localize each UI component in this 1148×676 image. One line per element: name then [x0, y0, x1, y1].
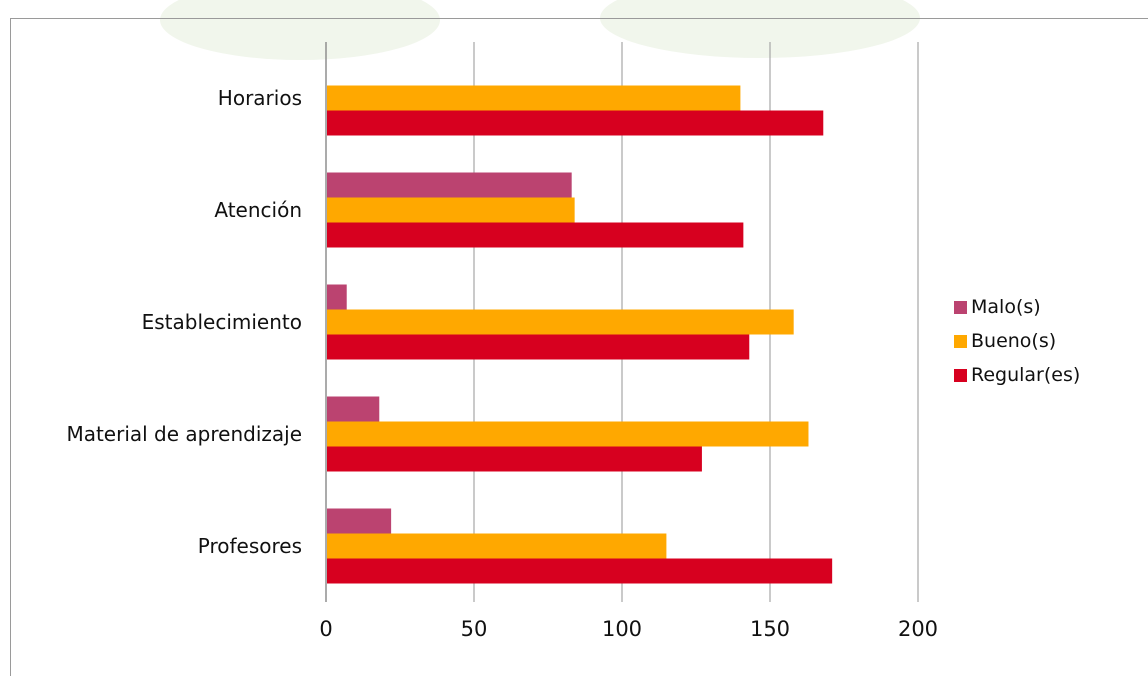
bar-establecimiento-malos: [327, 284, 347, 310]
legend-swatch-malo: [954, 300, 967, 314]
legend-item-regular: Regular(es): [954, 358, 1080, 392]
category-label: Profesores: [198, 534, 302, 558]
legend-swatch-bueno: [954, 334, 967, 348]
category-labels: Horarios Atención Establecimiento Material …: [66, 86, 302, 558]
bar-establecimiento-regulares: [327, 334, 750, 360]
category-label: Horarios: [218, 86, 302, 110]
bar-profesores-malos: [327, 508, 392, 534]
chart-area-frame: [10, 18, 1148, 676]
legend-label-regular: Regular(es): [971, 364, 1081, 386]
bar-horarios-buenos: [327, 85, 741, 111]
bar-establecimiento-buenos: [327, 309, 794, 335]
bar-material-de-aprendizaje-malos: [327, 396, 380, 422]
x-tick-label: 100: [602, 617, 642, 641]
bar-material-de-aprendizaje-buenos: [327, 421, 809, 447]
bar-atención-malos: [327, 172, 572, 198]
legend-swatch-regular: [954, 368, 967, 382]
bar-atención-regulares: [327, 222, 744, 248]
bar-profesores-buenos: [327, 533, 667, 559]
category-label: Atención: [214, 198, 302, 222]
x-tick-labels: 0 50 100 150 200: [319, 617, 938, 641]
category-label: Material de aprendizaje: [66, 422, 302, 446]
bar-material-de-aprendizaje-regulares: [327, 446, 702, 472]
legend: Malo(s) Bueno(s) Regular(es): [954, 290, 1080, 392]
x-tick-label: 0: [319, 617, 332, 641]
legend-label-bueno: Bueno(s): [971, 330, 1057, 352]
x-tick-label: 200: [898, 617, 938, 641]
bars: [327, 85, 833, 584]
bar-horarios-regulares: [327, 110, 824, 136]
legend-item-bueno: Bueno(s): [954, 324, 1080, 358]
bar-profesores-regulares: [327, 558, 833, 584]
x-tick-label: 150: [750, 617, 790, 641]
legend-label-malo: Malo(s): [971, 296, 1041, 318]
x-tick-label: 50: [461, 617, 488, 641]
legend-item-malo: Malo(s): [954, 290, 1080, 324]
bar-atención-buenos: [327, 197, 575, 223]
category-label: Establecimiento: [142, 310, 302, 334]
